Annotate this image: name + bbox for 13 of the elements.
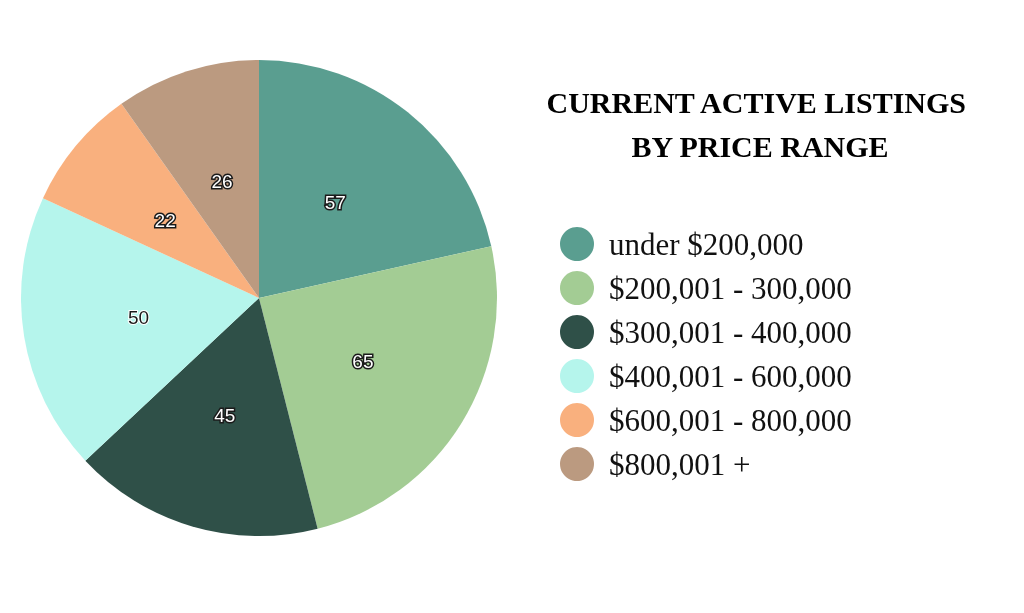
legend-label: $800,001 + — [609, 446, 751, 482]
data-label: 45 — [214, 404, 236, 426]
data-label: 26 — [211, 171, 233, 193]
legend-label: $200,001 - 300,000 — [609, 270, 852, 306]
legend-label: $600,001 - 800,000 — [609, 402, 852, 438]
data-label: 22 — [154, 209, 176, 231]
data-label: 50 — [127, 306, 150, 328]
data-label: 57 — [324, 192, 346, 214]
data-label: 65 — [352, 351, 374, 373]
legend-label: under $200,000 — [609, 226, 804, 262]
text: CURRENT ACTIVE LISTINGS BY PRICE RANGE — [546, 85, 974, 163]
legend-label: $400,001 - 600,000 — [609, 358, 852, 394]
legend-label: $300,001 - 400,000 — [609, 314, 852, 350]
